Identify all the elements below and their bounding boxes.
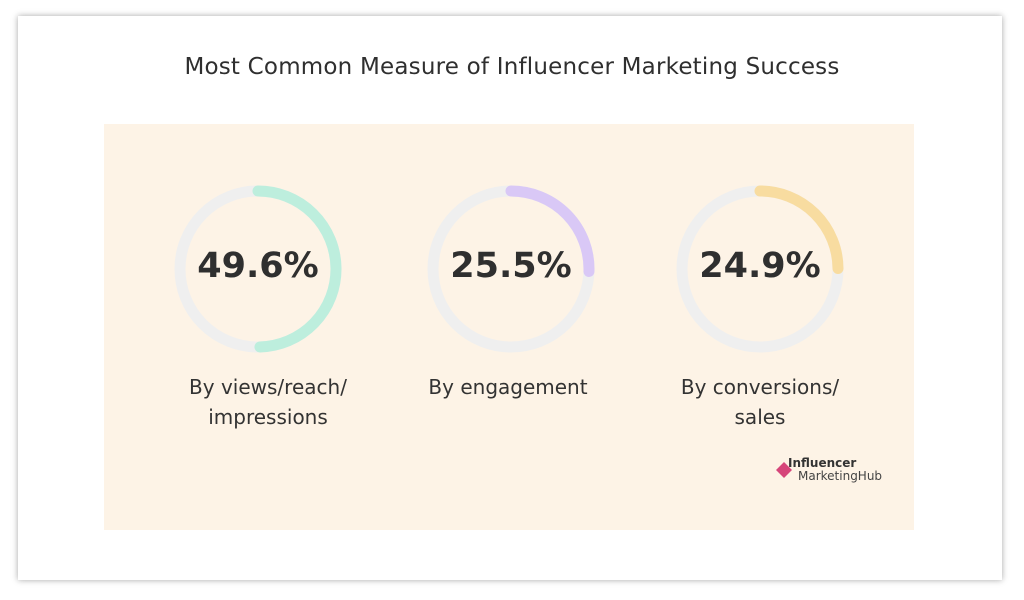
donut-svg <box>174 185 342 353</box>
donut-arc <box>252 185 342 353</box>
logo-diamond-icon <box>776 462 792 478</box>
donut-arc <box>754 185 844 275</box>
category-label-views: By views/reach/ impressions <box>158 372 378 432</box>
donut-value-label: 25.5% <box>450 246 572 286</box>
category-label-line: By engagement <box>428 375 588 399</box>
donut-chart-conversions: 24.9% <box>675 184 845 354</box>
category-label-line: sales <box>734 405 786 429</box>
category-label-line: impressions <box>208 405 328 429</box>
category-label-engagement: By engagement <box>398 372 618 402</box>
category-label-line: By conversions/ <box>680 375 840 399</box>
logo-text-line1: Influencer <box>788 456 857 470</box>
donut-value-label: 24.9% <box>699 246 821 286</box>
donut-value-label: 49.6% <box>197 246 319 286</box>
donut-chart-engagement: 25.5% <box>426 184 596 354</box>
donut-chart-views: 49.6% <box>173 184 343 354</box>
influencer-marketing-hub-logo: Influencer MarketingHub <box>776 456 896 490</box>
donut-svg <box>676 185 844 353</box>
logo-text-line2: MarketingHub <box>798 469 883 483</box>
donut-arc <box>505 185 595 277</box>
category-label-line: By views/reach/ <box>189 375 347 399</box>
chart-title: Most Common Measure of Influencer Market… <box>184 54 840 80</box>
category-label-conversions: By conversions/ sales <box>650 372 870 432</box>
donut-svg <box>427 185 595 353</box>
